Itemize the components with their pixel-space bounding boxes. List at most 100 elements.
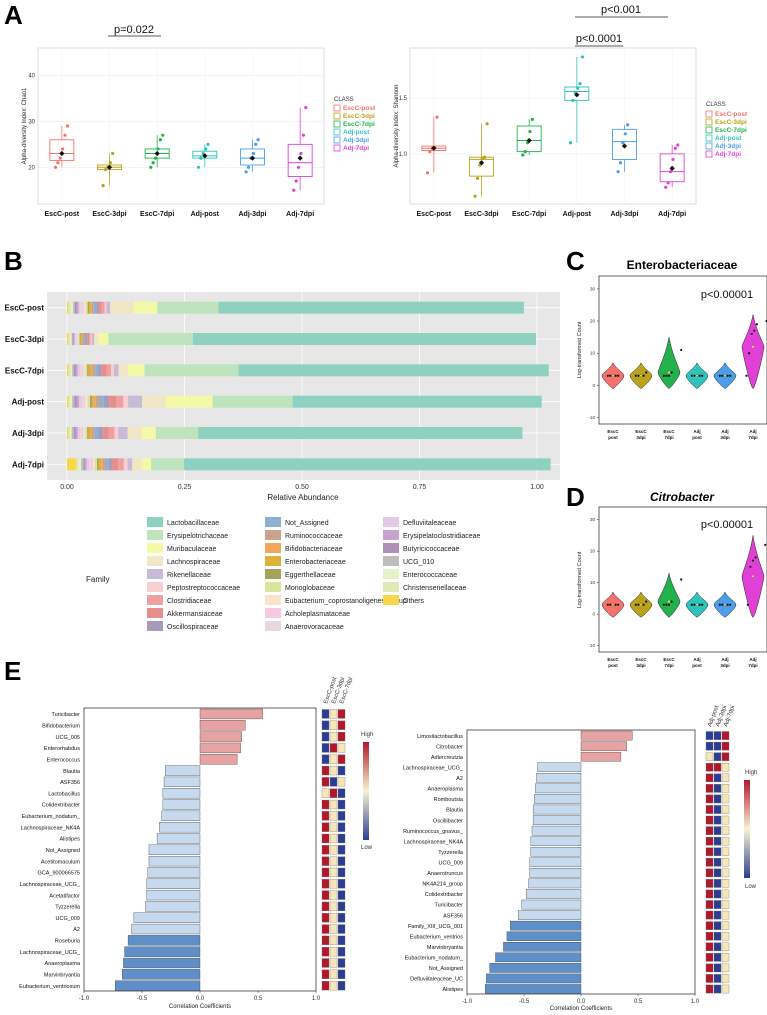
family-legend-key-muribaculaceae [147,543,163,553]
shannon-point-escc-7dpi [528,129,532,134]
abundance-segment-acholeplasmataceae-escc-7dpi [82,364,84,377]
escc-correlation-heat-tile-escc-post-6 [321,777,330,787]
abundance-segment-defluviitaleaceae-adj-3dpi [77,427,81,439]
abundance-segment-clostridiaceae-adj-post [116,395,124,408]
adj-correlation-label-ruminococcus-gnavus-9: Ruminococcus_gnavus_ [403,829,464,835]
enterobacteriaceae-median-escc-3dpi [640,374,642,377]
adj-correlation-heat-tile-adj-post-21 [705,953,714,962]
shannon-legend-label-adj-7dpi: Adj-7dpi [715,151,741,158]
family-legend-key-oscillospiraceae [147,621,163,631]
adj-correlation-bar-nk4a214-group-14 [528,878,582,889]
abundance-segment-bifidobacteriaceae-adj-7dpi [101,458,103,471]
escc-correlation-heat-tile-escc-post-20 [321,935,330,945]
abundance-segment-rikenellaceae-escc-3dpi [91,333,95,345]
family-legend-key-akkermansiaceae [147,608,163,618]
adj-correlation-heat-tile-adj-7dpi-4 [721,773,730,783]
escc-correlation-bar-blautia-5 [165,765,201,776]
adj-correlation-bar-tyzzerella-11 [530,846,582,857]
chao1-legend-key-escc-post [333,104,341,112]
adj-heat-colorbar [744,780,750,878]
escc-correlation-heat-tile-escc-3dpi-6 [329,777,338,787]
panel-letter-e: E [4,656,21,686]
adj-correlation-heat-tile-adj-7dpi-10 [721,836,730,846]
shannon-point-escc-3dpi [483,155,487,159]
family-legend-key-ruminococcaceae [265,530,281,540]
shannon-point-adj-post [571,98,575,102]
abundance-segment-christensenellaceae-adj-7dpi [76,458,79,471]
shannon-legend-label-escc-3dpi: EscC-3dpi [715,119,747,126]
adj-correlation-bar-romboutsia-6 [534,794,582,804]
adj-correlation-heat-tile-adj-7dpi-21 [721,953,730,962]
enterobacteriaceae-point-adj-7dpi [755,323,759,326]
shannon-point-adj-3dpi [623,132,627,136]
chao1-point-adj-3dpi [244,170,248,174]
escc-correlation-heat-tile-escc-post-8 [321,799,330,810]
family-legend-key-christensenellaceae [383,582,399,592]
enterobacteriaceae-x-label-adj-post-1: post [692,435,702,440]
adj-correlation-heat-tile-adj-post-0 [705,731,714,740]
chao1-point-adj-7dpi [292,188,296,192]
adj-correlation-heat-tile-adj-3dpi-22 [713,963,722,973]
enterobacteriaceae-point-adj-7dpi [745,374,748,377]
enterobacteriaceae-median-adj-3dpi [724,374,726,377]
adj-correlation-bar-defluviitaleaceae-uc-23 [486,973,582,984]
citrobacter-y-tick-3: 0 [592,612,595,617]
escc-correlation-heat-tile-escc-3dpi-8 [329,799,338,810]
escc-correlation-bar-lactobacillus-7 [162,788,201,799]
abundance-segment-peptostreptococcaceae-escc-7dpi [111,364,114,377]
escc-correlation-label-acetitomaculum-13: Acetitomaculum [41,859,81,865]
adj-correlation-heat-tile-adj-post-7 [705,805,714,814]
chao1-legend-label-adj-3dpi: Adj-3dpi [343,137,369,144]
abundance-segment-acholeplasmataceae-escc-post [82,301,84,314]
escc-correlation-heat-tile-escc-7dpi-13 [337,856,346,866]
abundance-segment-lactobacillaceae-escc-7dpi [238,364,549,377]
escc-correlation-heat-tile-escc-post-18 [321,913,330,923]
escc-correlation-heat-tile-escc-post-7 [321,788,330,798]
abundance-segment-monoglobaceae-adj-post [87,395,91,408]
abundance-segment-erysipelotrichaceae-escc-post [157,301,219,314]
family-legend-label-anaerovoracaceae: Anaerovoracaceae [285,624,344,631]
adj-correlation-heat-tile-adj-3dpi-14 [713,879,722,888]
adj-correlation-bar-oscillibacter-8 [532,815,582,825]
family-legend-key-enterobacteriaceae [265,556,281,566]
adj-correlation-heat-tile-adj-7dpi-9 [721,826,730,835]
adj-correlation-heat-tile-adj-3dpi-6 [713,794,722,804]
abundance-segment-eubacterium-coprostanoligenes-group-escc-post [83,301,86,314]
chao1-legend-title: CLASS [334,97,354,103]
adj-correlation-heat-tile-adj-3dpi-21 [713,953,722,962]
chao1-mean-escc-7dpi [154,150,160,157]
abundance-segment-oscillospiraceae-escc-3dpi [85,333,88,345]
escc-correlation-x-tick-1-0: -1.0 [79,996,90,1002]
chao1-point-escc-post [63,133,67,137]
citrobacter-point-escc-7dpi [680,578,683,581]
adj-correlation-label-tyzzerella-11: Tyzzerella [438,850,464,856]
escc-correlation-bar-lachnospiraceae-ucg-21 [124,946,201,957]
enterobacteriaceae-median-adj-post [696,374,698,377]
citrobacter-y-tick-0: 30 [590,517,596,522]
abundance-segment-enterobacteriaceae-escc-post [89,301,91,314]
citrobacter-x-label-escc-post-0: EscC [607,657,619,662]
abundance-segment-monoglobaceae-escc-post [85,301,88,314]
enterobacteriaceae-point-adj-post [698,374,701,377]
adj-correlation-bar-a2-4 [536,773,582,783]
abundance-segment-not-assigned-adj-post [98,395,104,408]
abundance-segment-anaerovoracaceae-adj-3dpi [80,427,83,439]
adj-correlation-label-oscillibacter-8: Oscillibacter [433,818,463,824]
chao1-point-escc-7dpi [156,147,160,151]
abundance-segment-muribaculaceae-adj-3dpi [141,427,156,439]
chao1-point-escc-7dpi [153,156,158,160]
family-legend-key-lachnospiraceae [147,556,163,566]
citrobacter-point-adj-3dpi [729,603,732,606]
escc-correlation-bar-lachnospiraceae-nk4a-10 [159,822,201,833]
enterobacteriaceae-x-label-adj-7dpi-1: 7dpi [748,435,757,440]
adj-correlation-heat-tile-adj-7dpi-20 [721,942,730,952]
adj-correlation-heat-tile-adj-3dpi-18 [713,921,722,930]
enterobacteriaceae-x-label-escc-7dpi-1: 7dpi [664,435,673,440]
adj-correlation-heat-tile-adj-post-4 [705,773,714,783]
abundance-segment-enterococcaceae-escc-3dpi [70,333,72,345]
escc-correlation-bar-anaeroplasma-22 [123,957,201,969]
chao1-y-tick-30: 30 [28,119,35,125]
enterobacteriaceae-x-label-escc-3dpi-1: 3dpi [636,435,645,440]
escc-correlation-heat-tile-escc-post-0 [321,709,330,719]
chao1-point-adj-post [204,147,208,151]
